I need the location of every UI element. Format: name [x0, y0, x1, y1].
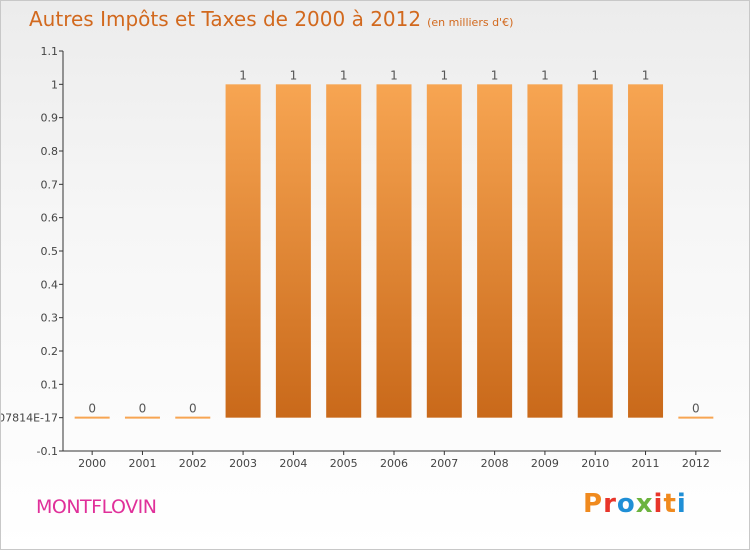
y-tick-label: 0.9: [41, 112, 59, 125]
y-tick-label: 0.6: [41, 212, 59, 225]
y-tick-label: 0.1: [41, 378, 59, 391]
logo-letter: t: [663, 489, 677, 519]
x-tick-label: 2010: [581, 457, 609, 470]
x-tick-label: 2007: [430, 457, 458, 470]
bar: [628, 84, 664, 418]
data-label: 0: [139, 402, 147, 416]
data-label: 1: [541, 68, 549, 82]
y-tick-label: 0.3: [41, 312, 59, 325]
commune-name: MONTFLOVIN: [36, 496, 157, 518]
bar: [275, 84, 311, 418]
proxiti-logo: Proxiti: [583, 489, 687, 519]
bar: [477, 84, 513, 418]
x-tick-label: 2009: [531, 457, 559, 470]
logo-letter: o: [616, 489, 636, 519]
logo-letter: i: [676, 489, 687, 519]
axes: -0.1 307814E-17 0.1 0.2 0.3 0.4 0.5 0.6 0.7 0.8 0.…: [1, 45, 721, 470]
x-tick-label: 2012: [682, 457, 710, 470]
bar: [225, 84, 261, 418]
data-label: 1: [390, 68, 398, 82]
data-label: 1: [340, 68, 348, 82]
x-tick-label: 2001: [128, 457, 156, 470]
data-label: 0: [692, 402, 700, 416]
x-tick-label: 2011: [632, 457, 660, 470]
bar: [376, 84, 412, 418]
x-tick-label: 2002: [179, 457, 207, 470]
data-label: 1: [290, 68, 298, 82]
bar: [326, 84, 362, 418]
logo-letter: x: [635, 489, 654, 519]
logo-letter: r: [603, 489, 617, 519]
x-tick-label: 2003: [229, 457, 257, 470]
chart-title: Autres Impôts et Taxes de 2000 à 2012 (en…: [29, 7, 514, 31]
logo-letter: i: [653, 489, 664, 519]
data-label: 1: [239, 68, 247, 82]
y-tick-label: 0.2: [41, 345, 59, 358]
y-tick-label: 1.1: [41, 45, 59, 58]
x-tick-label: 2008: [481, 457, 509, 470]
bar: [426, 84, 462, 418]
logo-letter: P: [583, 489, 604, 519]
y-tick-label: 0.5: [41, 245, 59, 258]
x-tick-label: 2000: [78, 457, 106, 470]
data-label: 1: [440, 68, 448, 82]
data-labels: 0 0 0 1 1 1 1 1 1 1 1 1 0: [88, 68, 699, 415]
y-tick-label: 307814E-17: [1, 412, 58, 425]
data-label: 0: [88, 402, 96, 416]
y-tick-label: 1: [51, 78, 58, 91]
data-label: 1: [491, 68, 499, 82]
y-tick-label: 0.8: [41, 145, 59, 158]
x-tick-label: 2004: [279, 457, 307, 470]
data-label: 0: [189, 402, 197, 416]
data-label: 1: [642, 68, 650, 82]
chart-unit: (en milliers d'€): [427, 16, 514, 29]
x-tick-label: 2006: [380, 457, 408, 470]
y-tick-label: 0.4: [41, 278, 59, 291]
y-tick-label: -0.1: [37, 445, 58, 458]
y-tick-label: 0.7: [41, 178, 59, 191]
bars: [74, 84, 714, 419]
bar: [577, 84, 613, 418]
x-tick-label: 2005: [330, 457, 358, 470]
data-label: 1: [591, 68, 599, 82]
bar: [527, 84, 563, 418]
